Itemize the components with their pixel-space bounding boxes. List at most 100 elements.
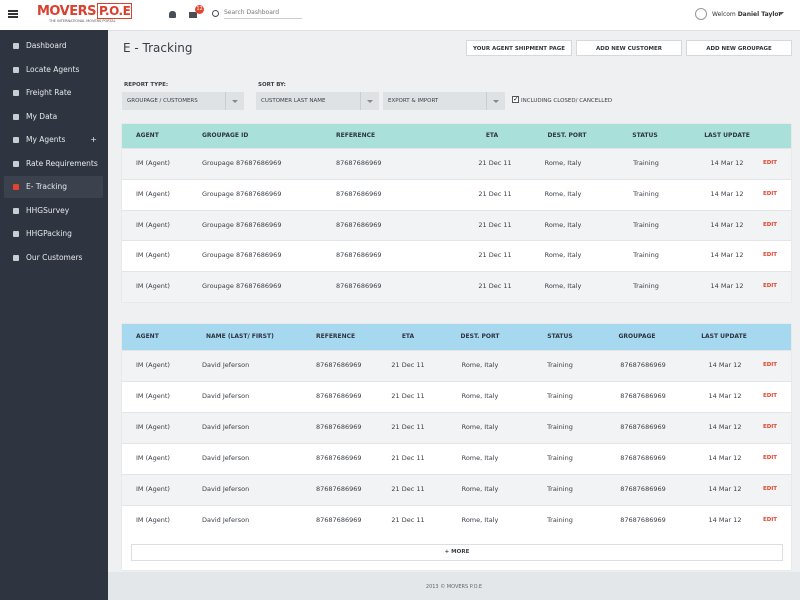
table-cell: 87687686969 — [620, 392, 666, 400]
logo-accent: P.O.E — [96, 3, 133, 19]
table-row — [122, 381, 791, 412]
table-cell: 14 Mar 12 — [708, 516, 742, 524]
sidebar-toggle[interactable]: + — [90, 135, 97, 144]
table-cell: Training — [633, 220, 659, 229]
action-button[interactable]: ADD NEW CUSTOMER — [576, 40, 682, 56]
sidebar-label: E- Tracking — [26, 182, 68, 191]
sidebar-item[interactable]: My Data — [4, 106, 103, 128]
table-cell: 87687686969 — [316, 454, 362, 462]
table-cell: Rome, Italy — [461, 392, 499, 400]
search-input[interactable]: Search Dashboard — [224, 9, 302, 19]
table-cell: Training — [547, 361, 573, 369]
column-header: AGENT — [136, 333, 159, 340]
table-cell: IM (Agent) — [136, 282, 170, 291]
sidebar-item[interactable]: Locate Agents — [4, 59, 103, 81]
table-cell: 21 Dec 11 — [391, 423, 425, 431]
sidebar-label: Rate Requirements — [26, 158, 98, 168]
table-cell: Training — [633, 158, 659, 167]
table-cell: Rome, Italy — [461, 485, 499, 493]
menu-icon[interactable] — [8, 10, 18, 18]
select[interactable]: EXPORT & IMPORT — [383, 92, 505, 110]
checkbox[interactable]: ✓ — [512, 95, 519, 103]
select[interactable]: CUSTOMER LAST NAME — [256, 92, 379, 110]
table-cell: 87687686969 — [620, 423, 666, 431]
edit-link[interactable]: EDIT — [762, 455, 778, 461]
table-row — [122, 350, 791, 381]
avatar[interactable] — [695, 8, 707, 20]
table-cell: 87687686969 — [316, 423, 362, 431]
table-cell: 14 Mar 12 — [708, 485, 742, 493]
sidebar-icon — [13, 113, 19, 120]
table-cell: David Jeferson — [202, 454, 250, 462]
sidebar-item[interactable]: Our Customers — [4, 247, 103, 269]
filter-label: REPORT TYPE: — [124, 82, 169, 88]
select-arrow[interactable] — [486, 92, 505, 110]
edit-link[interactable]: EDIT — [762, 283, 778, 290]
sidebar-item[interactable]: HHGPacking — [4, 223, 103, 245]
sidebar-label: HHGSurvey — [26, 205, 70, 215]
table-cell: 14 Mar 12 — [710, 158, 744, 167]
edit-link[interactable]: EDIT — [762, 221, 778, 228]
edit-link[interactable]: EDIT — [762, 362, 778, 368]
table-cell: IM (Agent) — [136, 220, 170, 229]
column-header: REFERENCE — [336, 132, 376, 139]
table-cell: 87687686969 — [336, 189, 382, 198]
column-header: LAST UPDATE — [704, 132, 750, 139]
table-cell: 87687686969 — [336, 158, 382, 167]
table-row — [122, 240, 791, 272]
table-header — [122, 124, 791, 148]
mail-icon[interactable] — [189, 12, 197, 18]
sidebar-item[interactable]: Rate Requirements — [4, 153, 103, 175]
table-row — [122, 148, 791, 179]
column-header: STATUS — [547, 333, 573, 340]
tagline: THE INTERNATIONAL MOVERS PORTAL — [49, 19, 116, 23]
table-cell: 87687686969 — [336, 220, 382, 229]
table-cell: Training — [547, 392, 573, 400]
sidebar-icon — [13, 137, 19, 143]
more-button[interactable]: + MORE — [131, 544, 783, 561]
edit-link[interactable]: EDIT — [762, 486, 778, 492]
table-cell: 21 Dec 11 — [478, 158, 512, 167]
edit-link[interactable]: EDIT — [762, 252, 778, 259]
table-row — [122, 209, 791, 241]
footer-bar — [108, 572, 800, 600]
select[interactable]: GROUPAGE / CUSTOMERS — [122, 92, 244, 110]
column-header: REFERENCE — [316, 333, 356, 340]
table-cell: 21 Dec 11 — [478, 189, 512, 198]
user-caret[interactable] — [778, 12, 784, 18]
table-row — [122, 178, 791, 210]
user-name[interactable]: Daniel Taylor — [737, 11, 782, 18]
action-button[interactable]: YOUR AGENT SHIPMENT PAGE — [466, 40, 572, 56]
column-header: GROUPAGE — [618, 333, 656, 340]
table-cell: David Jeferson — [202, 485, 250, 493]
sidebar-label: Locate Agents — [26, 64, 80, 74]
edit-link[interactable]: EDIT — [762, 393, 778, 399]
column-header: AGENT — [136, 132, 159, 139]
sidebar-item[interactable]: My Agents + — [4, 129, 103, 151]
table-cell: 21 Dec 11 — [478, 220, 512, 229]
table-row — [122, 412, 791, 443]
table-cell: 87687686969 — [620, 361, 666, 369]
table-cell: IM (Agent) — [136, 158, 170, 167]
sidebar-icon — [13, 207, 19, 214]
sidebar-icon — [13, 184, 19, 190]
action-button[interactable]: ADD NEW GROUPAGE — [686, 40, 792, 56]
edit-link[interactable]: EDIT — [762, 159, 778, 166]
sidebar-item[interactable]: HHGSurvey — [4, 200, 103, 222]
logo: MOVERS P.O.E — [37, 3, 133, 19]
table-cell: 21 Dec 11 — [478, 282, 512, 291]
sidebar-item[interactable]: E- Tracking — [4, 176, 103, 198]
table-cell: 87687686969 — [316, 516, 362, 524]
edit-link[interactable]: EDIT — [762, 517, 778, 523]
select-arrow[interactable] — [360, 92, 379, 110]
table-cell: Rome, Italy — [461, 454, 499, 462]
sidebar-label: Freight Rate — [26, 88, 72, 97]
sidebar-item[interactable]: Freight Rate — [4, 82, 103, 104]
edit-link[interactable]: EDIT — [762, 190, 778, 197]
table-cell: Training — [633, 282, 659, 291]
edit-link[interactable]: EDIT — [762, 424, 778, 430]
sidebar-item[interactable]: Dashboard — [4, 35, 103, 57]
select-arrow[interactable] — [225, 92, 244, 110]
table-cell: IM (Agent) — [136, 485, 170, 493]
bell-icon[interactable] — [169, 11, 176, 18]
